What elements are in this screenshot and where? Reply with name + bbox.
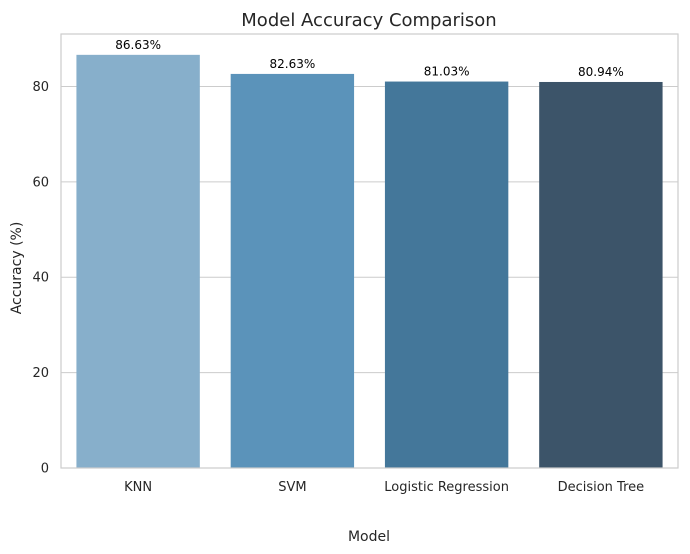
bar-knn — [76, 54, 200, 468]
bar-value-label: 81.03% — [424, 65, 470, 79]
y-tick-label: 60 — [32, 175, 49, 190]
data-labels-group: 86.63% 82.63% 81.03% 80.94% — [115, 38, 624, 79]
x-tick-label: SVM — [278, 480, 306, 495]
x-axis-label: Model — [348, 529, 390, 545]
x-axis-ticks: KNN SVM Logistic Regression Decision Tree — [124, 480, 644, 495]
bars-group — [76, 54, 663, 469]
bar-value-label: 86.63% — [115, 38, 161, 52]
bar-decision-tree — [539, 81, 663, 469]
bar-value-label: 80.94% — [578, 65, 624, 79]
y-axis-label: Accuracy (%) — [9, 222, 25, 315]
x-tick-label: Logistic Regression — [384, 480, 509, 495]
x-tick-label: Decision Tree — [558, 480, 645, 495]
bar-value-label: 82.63% — [269, 57, 315, 71]
y-tick-label: 40 — [32, 271, 49, 286]
y-tick-label: 20 — [32, 366, 49, 381]
plot-frame — [60, 33, 679, 469]
y-tick-label: 80 — [32, 80, 49, 95]
x-tick-label: KNN — [124, 480, 152, 495]
bar-logistic-regression — [384, 81, 509, 469]
y-axis-ticks: 0 20 40 60 80 — [32, 80, 49, 477]
y-tick-label: 0 — [41, 462, 49, 477]
chart-title: Model Accuracy Comparison — [241, 10, 496, 31]
bar-svm — [230, 73, 355, 469]
